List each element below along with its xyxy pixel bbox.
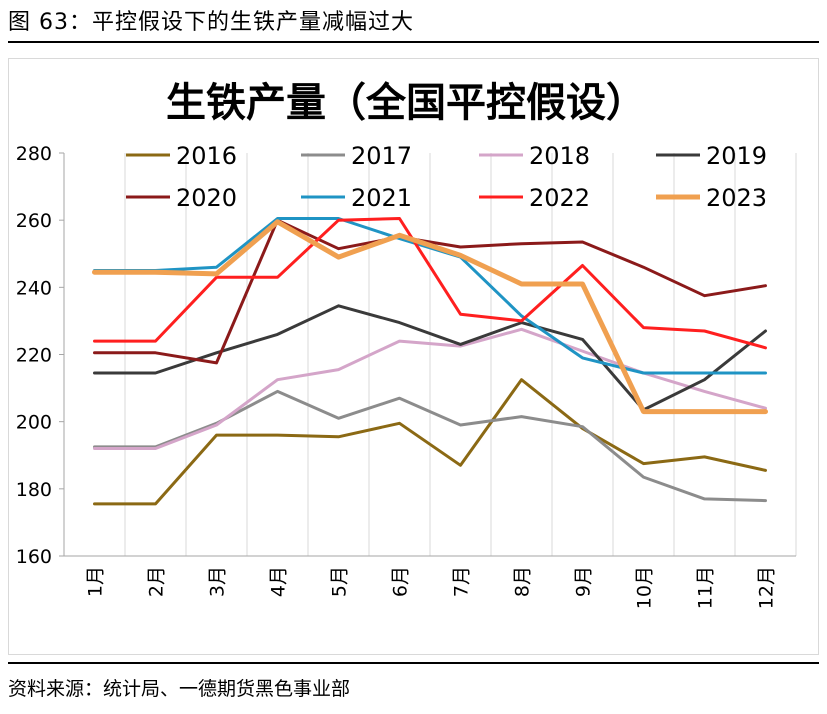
legend-item-2018: 2018 [479,142,590,170]
x-tick-label: 4月 [268,566,290,597]
y-tick-label: 280 [16,143,52,165]
series-line-2023 [92,219,768,415]
figure-caption: 图 63：平控假设下的生铁产量减幅过大 [8,10,414,35]
chart-frame: 生铁产量（全国平控假设） 160 180 200 220 240 260 280 1月 2月 3… [8,58,819,655]
line-chart: 生铁产量（全国平控假设） 160 180 200 220 240 260 280 1月 2月 3… [16,80,797,609]
bottom-rule [8,662,819,664]
legend-item-2016: 2016 [126,142,237,170]
x-axis-ticks: 1月 2月 3月 4月 5月 6月 7月 8月 9月 10月 11月 12月 [85,566,778,609]
series-line-2016 [93,378,767,506]
x-tick-label: 9月 [573,566,595,597]
legend-item-2017: 2017 [301,142,412,170]
y-tick-label: 180 [16,479,52,501]
legend-item-2023: 2023 [656,184,767,212]
x-tick-label: 6月 [390,566,412,597]
legend-label: 2017 [351,142,412,170]
series-line-2019 [93,304,767,412]
y-tick-label: 240 [16,277,52,299]
source-note: 资料来源：统计局、一德期货黑色事业部 [8,678,351,700]
series-line-2017 [93,389,767,503]
legend-label: 2023 [706,184,767,212]
x-tick-label: 7月 [451,566,473,597]
x-tick-label: 8月 [512,566,534,597]
legend-label: 2016 [176,142,237,170]
x-tick-label: 2月 [146,566,168,597]
x-tick-label: 5月 [329,566,351,597]
legend: 2016 2017 2018 2019 2020 2021 2022 2023 [126,142,767,212]
series-line-2018 [93,327,767,450]
x-tick-label: 10月 [634,566,656,609]
x-tick-label: 1月 [85,566,107,597]
x-tick-label: 11月 [695,566,717,609]
series-line-2022 [93,217,767,350]
x-tick-label: 12月 [756,566,778,609]
legend-label: 2022 [529,184,590,212]
x-tick-label: 3月 [207,566,229,597]
y-tick-label: 160 [16,546,52,568]
y-tick-label: 220 [16,345,52,367]
series-lines [92,217,768,506]
legend-item-2021: 2021 [301,184,412,212]
y-tick-label: 260 [16,210,52,232]
legend-label: 2018 [529,142,590,170]
legend-item-2020: 2020 [126,184,237,212]
legend-label: 2019 [706,142,767,170]
top-rule [8,41,819,43]
legend-item-2022: 2022 [479,184,590,212]
series-line-2020 [93,218,767,365]
legend-label: 2020 [176,184,237,212]
y-axis-ticks: 160 180 200 220 240 260 280 [16,143,64,568]
y-tick-label: 200 [16,412,52,434]
legend-label: 2021 [351,184,412,212]
chart-title: 生铁产量（全国平控假设） [166,80,646,126]
legend-item-2019: 2019 [656,142,767,170]
